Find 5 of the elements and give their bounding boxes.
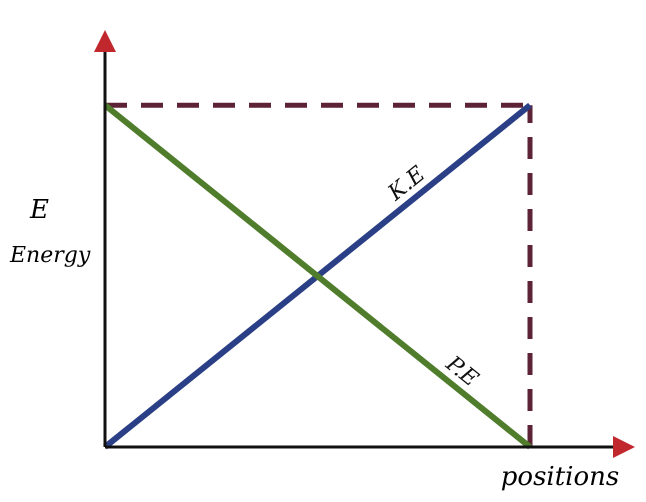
x-axis-title: positions <box>500 462 620 492</box>
y-axis-title: Energy <box>9 243 91 268</box>
text: E <box>29 195 49 225</box>
text: K.E <box>382 162 430 207</box>
text: P.E <box>440 350 483 392</box>
